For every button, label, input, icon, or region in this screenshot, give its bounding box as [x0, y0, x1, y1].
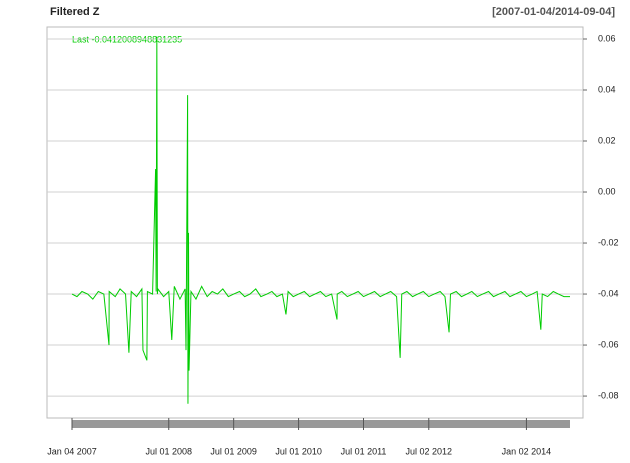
y-tick-label: -0.06 [598, 339, 619, 349]
x-tick-label: Jul 01 2010 [275, 446, 322, 456]
y-tick-label: 0.00 [598, 186, 616, 196]
x-tick-label: Jul 01 2009 [210, 446, 257, 456]
chart-title: Filtered Z [50, 6, 100, 18]
x-axis-bar [72, 420, 570, 428]
y-tick-label: -0.02 [598, 237, 619, 247]
x-tick-label: Jan 04 2007 [47, 446, 97, 456]
x-tick-label: Jul 02 2012 [406, 446, 453, 456]
x-tick-label: Jul 01 2008 [145, 446, 192, 456]
y-tick-label: 0.04 [598, 84, 616, 94]
y-tick-label: 0.02 [598, 135, 616, 145]
y-tick-label: -0.04 [598, 288, 619, 298]
y-tick-label: -0.08 [598, 390, 619, 400]
x-tick-label: Jul 01 2011 [341, 446, 387, 456]
x-tick-label: Jan 02 2014 [502, 446, 552, 456]
y-tick-label: 0.06 [598, 33, 616, 43]
date-range: [2007-01-04/2014-09-04] [492, 6, 615, 18]
plot-frame [46, 26, 584, 419]
series-line [71, 36, 570, 404]
